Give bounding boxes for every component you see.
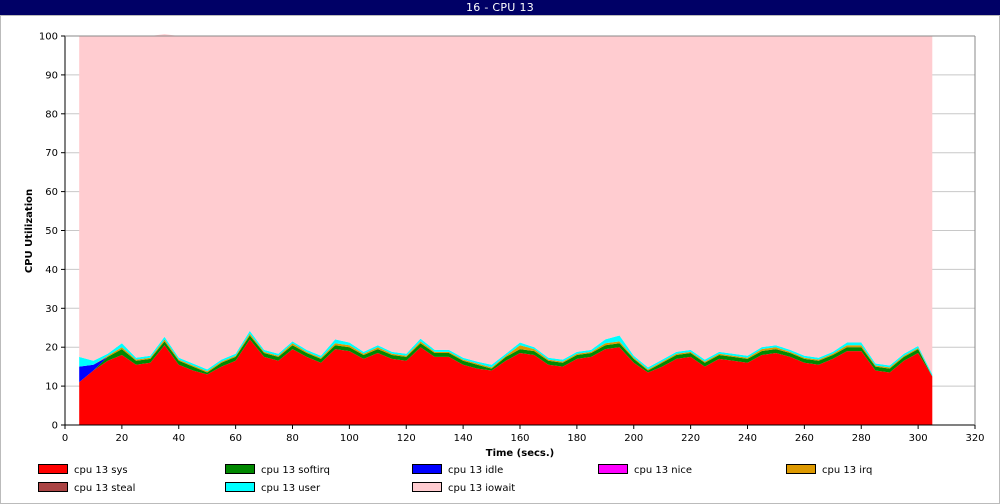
y-axis-label: CPU Utilization [24, 189, 35, 273]
area-cpu-13-user [79, 330, 933, 377]
y-tick-label: 90 [45, 70, 58, 81]
x-tick-label: 280 [852, 433, 871, 444]
legend-label: cpu 13 nice [634, 465, 693, 476]
legend-swatch [786, 464, 816, 474]
legend-swatch [38, 464, 68, 474]
x-tick-label: 240 [738, 433, 757, 444]
x-tick-label: 200 [624, 433, 643, 444]
x-tick-label: 40 [172, 433, 185, 444]
legend-swatch [412, 482, 442, 492]
legend: cpu 13 sys cpu 13 softirq cpu 13 idle cpu 1… [38, 464, 988, 501]
x-axis-label: Time (secs.) [486, 448, 555, 459]
y-tick-label: 10 [45, 382, 58, 393]
y-tick-label: 60 [45, 187, 58, 198]
y-tick-label: 20 [45, 343, 58, 354]
x-tick-label: 80 [286, 433, 299, 444]
legend-label: cpu 13 steal [74, 483, 136, 494]
y-tick-label: 50 [45, 226, 58, 237]
y-tick-label: 80 [45, 109, 58, 120]
legend-label: cpu 13 user [261, 483, 321, 494]
y-tick-label: 0 [52, 421, 58, 432]
x-tick-label: 0 [62, 433, 68, 444]
area-cpu-13-sys [79, 339, 933, 425]
legend-item: cpu 13 irq [786, 464, 873, 479]
area-cpu-13-softirq [79, 335, 933, 383]
y-tick-label: 30 [45, 304, 58, 315]
legend-swatch [225, 464, 255, 474]
x-tick-label: 300 [909, 433, 928, 444]
x-tick-label: 180 [567, 433, 586, 444]
y-tick-label: 40 [45, 265, 58, 276]
legend-label: cpu 13 idle [448, 465, 504, 476]
legend-item: cpu 13 iowait [412, 482, 516, 497]
legend-item: cpu 13 sys [38, 464, 128, 479]
x-tick-label: 20 [116, 433, 129, 444]
legend-item: cpu 13 user [225, 482, 321, 497]
legend-item: cpu 13 idle [412, 464, 504, 479]
x-tick-label: 260 [795, 433, 814, 444]
y-tick-label: 100 [39, 32, 58, 43]
x-tick-label: 320 [965, 433, 984, 444]
window-title: 16 - CPU 13 [0, 0, 1000, 15]
legend-item: cpu 13 steal [38, 482, 136, 497]
legend-item: cpu 13 nice [598, 464, 693, 479]
x-tick-label: 140 [454, 433, 473, 444]
legend-label: cpu 13 irq [822, 465, 873, 476]
area-cpu-13-iowait [79, 34, 933, 375]
legend-label: cpu 13 iowait [448, 483, 516, 494]
x-tick-label: 220 [681, 433, 700, 444]
x-tick-label: 160 [510, 433, 529, 444]
legend-swatch [412, 464, 442, 474]
x-tick-label: 60 [229, 433, 242, 444]
legend-swatch [38, 482, 68, 492]
legend-swatch [225, 482, 255, 492]
legend-label: cpu 13 sys [74, 465, 128, 476]
legend-label: cpu 13 softirq [261, 465, 330, 476]
legend-item: cpu 13 softirq [225, 464, 330, 479]
y-tick-label: 70 [45, 148, 58, 159]
area-cpu-13-irq [79, 333, 933, 377]
legend-swatch [598, 464, 628, 474]
x-tick-label: 120 [397, 433, 416, 444]
x-tick-label: 100 [340, 433, 359, 444]
